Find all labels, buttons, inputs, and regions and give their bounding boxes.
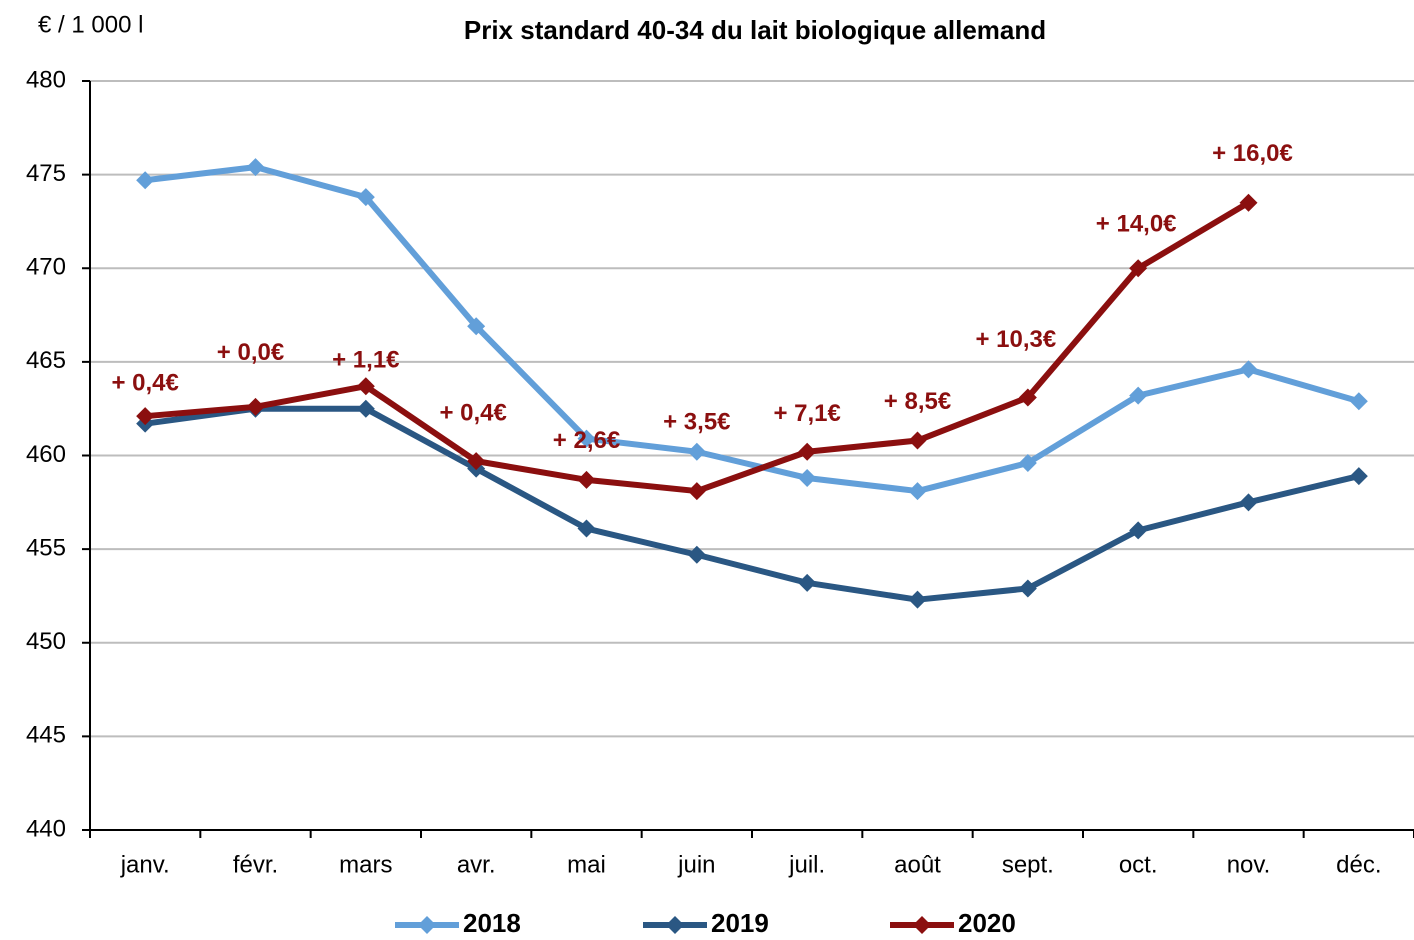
point-marker (467, 452, 486, 471)
point-marker (577, 429, 596, 448)
annotation: + 14,0€ (1096, 211, 1177, 238)
annotation: + 10,3€ (975, 326, 1056, 353)
annotation: + 0,4€ (111, 370, 178, 397)
point-marker (467, 317, 486, 336)
x-tick-label: déc. (1336, 851, 1381, 878)
point-marker (687, 545, 706, 564)
point-marker (356, 377, 375, 396)
point-marker (798, 573, 817, 592)
y-tick-label: 460 (26, 441, 66, 468)
y-tick-label: 475 (26, 160, 66, 187)
x-tick-label: août (894, 851, 941, 878)
point-marker (356, 399, 375, 418)
x-tick-label: janv. (120, 851, 170, 878)
x-tick-label: juil. (788, 851, 825, 878)
x-tick-label: avr. (457, 851, 496, 878)
point-marker (1239, 360, 1258, 379)
point-marker (246, 158, 265, 177)
point-marker (687, 482, 706, 501)
legend-marker (913, 916, 931, 934)
point-marker (1129, 521, 1148, 540)
chart-title: Prix standard 40-34 du lait biologique a… (464, 15, 1046, 45)
point-marker (1018, 579, 1037, 598)
legend-label: 2019 (711, 908, 769, 938)
y-tick-label: 450 (26, 628, 66, 655)
x-tick-label: mai (567, 851, 606, 878)
annotation: + 7,1€ (773, 400, 840, 427)
annotation: + 3,5€ (663, 408, 730, 435)
x-tick-label: oct. (1119, 851, 1158, 878)
point-marker (908, 590, 927, 609)
series-line (144, 405, 1360, 603)
point-marker (1239, 193, 1258, 212)
point-marker (1129, 259, 1148, 278)
y-axis-label: € / 1 000 l (38, 11, 143, 38)
annotation: + 2,6€ (553, 427, 620, 454)
point-marker (136, 407, 155, 426)
legend-label: 2018 (463, 908, 521, 938)
y-tick-label: 465 (26, 347, 66, 374)
annotation: + 8,5€ (884, 388, 951, 415)
point-marker (1349, 392, 1368, 411)
annotation: + 0,4€ (439, 399, 506, 426)
point-marker (1239, 493, 1258, 512)
point-marker (1018, 453, 1037, 472)
series-line (144, 164, 1360, 495)
point-marker (798, 468, 817, 487)
point-marker (1129, 386, 1148, 405)
legend-label: 2020 (958, 908, 1016, 938)
point-marker (908, 431, 927, 450)
point-marker (687, 442, 706, 461)
y-tick-label: 445 (26, 722, 66, 749)
x-tick-label: sept. (1002, 851, 1054, 878)
point-marker (1018, 388, 1037, 407)
legend-marker (666, 916, 684, 934)
point-marker (577, 519, 596, 538)
annotation: + 1,1€ (332, 347, 399, 374)
annotation: + 0,0€ (217, 339, 284, 366)
y-tick-label: 480 (26, 66, 66, 93)
y-tick-label: 470 (26, 254, 66, 281)
x-tick-label: mars (339, 851, 392, 878)
x-tick-label: juin (677, 851, 715, 878)
point-marker (1349, 467, 1368, 486)
y-tick-label: 455 (26, 534, 66, 561)
point-marker (356, 188, 375, 207)
legend-marker (418, 916, 436, 934)
annotation: + 16,0€ (1212, 140, 1293, 167)
point-marker (908, 482, 927, 501)
point-marker (136, 171, 155, 190)
point-marker (577, 470, 596, 489)
y-tick-label: 440 (26, 815, 66, 842)
point-marker (798, 442, 817, 461)
x-tick-label: nov. (1227, 851, 1271, 878)
point-marker (246, 397, 265, 416)
x-tick-label: févr. (233, 851, 278, 878)
